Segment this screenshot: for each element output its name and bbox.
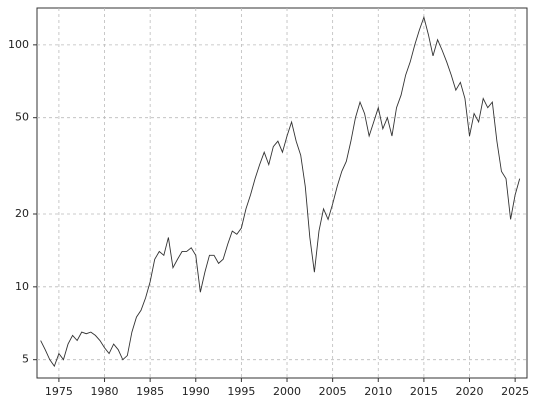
x-tick-label: 2000 <box>273 385 301 398</box>
x-tick-label: 2005 <box>319 385 347 398</box>
y-tick-label: 50 <box>15 111 29 124</box>
x-tick-label: 2025 <box>501 385 529 398</box>
y-tick-label: 100 <box>8 38 29 51</box>
x-tick-label: 1980 <box>91 385 119 398</box>
x-tick-label: 1990 <box>182 385 210 398</box>
x-tick-label: 1975 <box>45 385 73 398</box>
y-tick-label: 20 <box>15 207 29 220</box>
x-tick-label: 1995 <box>227 385 255 398</box>
y-tick-label: 10 <box>15 280 29 293</box>
y-tick-label: 5 <box>22 353 29 366</box>
x-tick-label: 2020 <box>456 385 484 398</box>
x-tick-label: 1985 <box>136 385 164 398</box>
price-line <box>40 15 521 368</box>
plot-frame <box>36 7 528 379</box>
x-tick-label: 2015 <box>410 385 438 398</box>
x-tick-label: 2010 <box>364 385 392 398</box>
